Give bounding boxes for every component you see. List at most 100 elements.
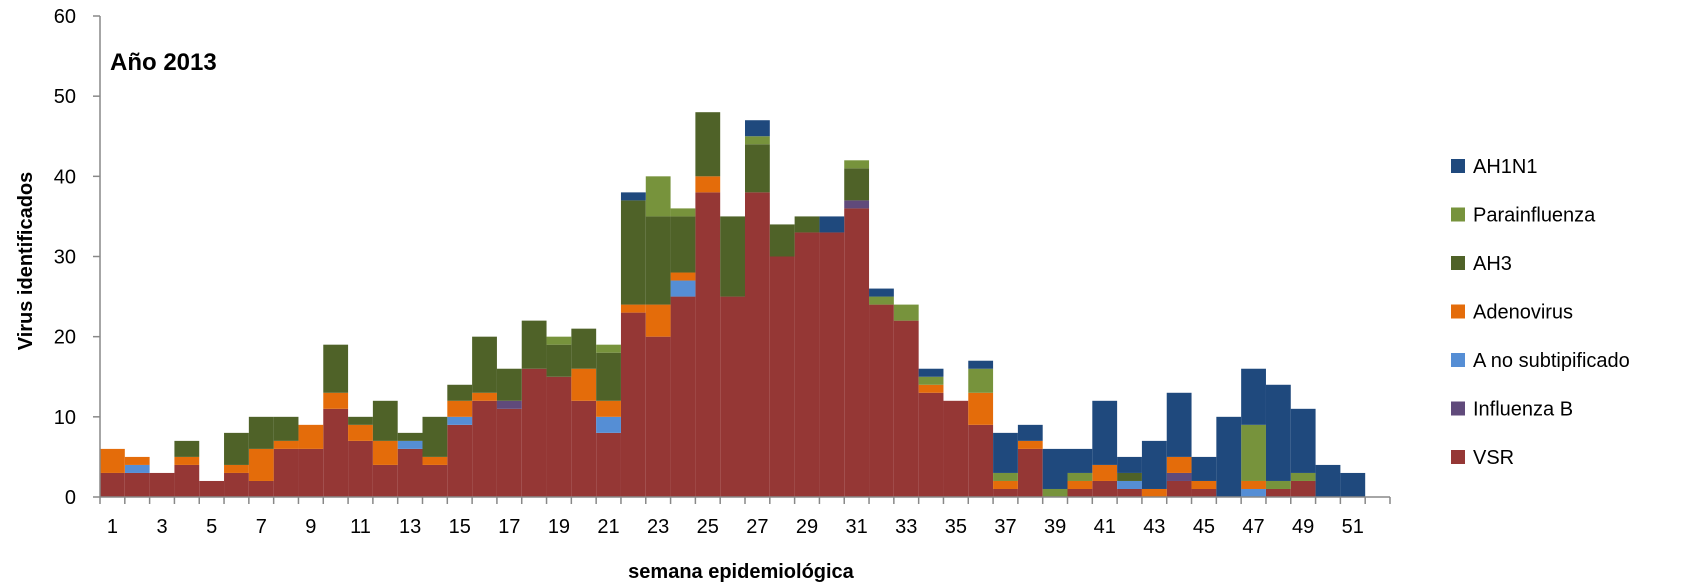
bar-segment [844, 208, 870, 497]
legend-label: Adenovirus [1473, 302, 1573, 324]
bar-segment [819, 216, 845, 233]
bar-segment [745, 144, 770, 193]
bar-segment [893, 304, 919, 321]
bar-segment [224, 432, 249, 465]
bar-segment [546, 376, 572, 497]
bar-segment [397, 448, 423, 497]
bar-segment [1290, 472, 1316, 481]
bar-segment [521, 320, 547, 369]
bars-group [100, 112, 1366, 497]
bar-segment [695, 192, 721, 497]
bar-segment [1117, 456, 1142, 473]
bar-segment [1092, 480, 1118, 497]
legend-label: AH3 [1473, 253, 1512, 275]
bar-segment [844, 168, 870, 201]
bar-segment [670, 296, 696, 497]
bar-segment [993, 488, 1018, 497]
x-tick-label: 37 [994, 516, 1016, 538]
bar-segment [124, 456, 150, 465]
bar-segment [521, 368, 547, 497]
legend-swatch [1451, 304, 1465, 319]
bar-segment [348, 424, 373, 441]
legend-swatch [1451, 401, 1465, 416]
bar-segment [124, 464, 150, 473]
bar-segment [1017, 424, 1043, 441]
x-tick-label: 29 [796, 516, 818, 538]
bar-segment [422, 456, 448, 465]
x-tick-label: 45 [1193, 516, 1215, 538]
bar-segment [1241, 368, 1266, 425]
bar-segment [596, 400, 621, 417]
x-tick-label: 23 [647, 516, 669, 538]
bar-segment [397, 432, 423, 441]
bar-segment [546, 336, 572, 345]
x-tick-label: 21 [597, 516, 619, 538]
bar-segment [447, 384, 473, 401]
legend-label: VSR [1473, 447, 1514, 469]
bar-segment [745, 192, 770, 497]
bar-segment [273, 416, 299, 441]
x-tick-label: 35 [945, 516, 967, 538]
bar-segment [1290, 480, 1316, 497]
bar-segment [893, 320, 919, 497]
bar-segment [323, 344, 349, 393]
bar-segment [620, 304, 646, 313]
bar-segment [943, 400, 969, 497]
bar-segment [248, 416, 274, 449]
bar-segment [447, 424, 473, 497]
bar-segment [1191, 456, 1217, 481]
x-tick-label: 51 [1342, 516, 1364, 538]
bar-segment [1241, 488, 1266, 497]
bar-segment [620, 312, 646, 497]
x-tick-label: 19 [548, 516, 570, 538]
bar-segment [1315, 464, 1341, 497]
y-tick-label: 0 [65, 487, 76, 509]
bar-segment [472, 392, 497, 401]
bar-segment [1117, 472, 1142, 481]
chart-title: Año 2013 [110, 49, 217, 76]
x-tick-label: 49 [1292, 516, 1314, 538]
bar-segment [794, 216, 820, 233]
bar-segment [571, 400, 597, 497]
x-tick-label: 9 [305, 516, 316, 538]
bar-segment [596, 344, 621, 353]
bar-segment [1042, 448, 1068, 489]
x-tick-label: 5 [206, 516, 217, 538]
bar-segment [1166, 392, 1192, 457]
bar-segment [1216, 416, 1242, 497]
y-tick-label: 50 [54, 86, 76, 108]
bar-segment [745, 136, 770, 145]
bar-segment [670, 280, 696, 297]
bar-segment [695, 112, 721, 177]
bar-segment [1241, 424, 1266, 481]
bar-segment [596, 352, 621, 401]
bar-segment [695, 176, 721, 193]
bar-segment [918, 392, 944, 497]
bar-segment [1290, 408, 1316, 473]
bar-segment [596, 416, 621, 433]
x-tick-label: 39 [1044, 516, 1066, 538]
bar-segment [224, 464, 249, 473]
bar-segment [993, 472, 1018, 481]
y-axis-title: Virus identificados [15, 172, 37, 351]
bar-segment [422, 464, 448, 497]
bar-segment [1117, 488, 1142, 497]
bar-segment [447, 400, 473, 417]
bar-segment [1166, 456, 1192, 473]
bar-segment [100, 448, 125, 473]
bar-segment [1141, 488, 1167, 497]
bar-segment [571, 368, 597, 401]
bar-segment [124, 472, 150, 497]
x-tick-label: 13 [399, 516, 421, 538]
bar-segment [1166, 480, 1192, 497]
legend-label: AH1N1 [1473, 156, 1537, 178]
bar-segment [670, 272, 696, 281]
legend: AH1N1 Parainfluenza AH3 Adenovirus A no subt… [1451, 156, 1630, 469]
bar-segment [1265, 480, 1291, 489]
bar-segment [1265, 488, 1291, 497]
x-tick-labels: 1 3 5 7 9 11 13 15 17 19 21 23 25 27 29 31 33 35 37 39 41 43 4… [107, 516, 1364, 538]
bar-segment [1067, 448, 1093, 473]
bar-segment [100, 472, 125, 497]
bar-segment [1092, 464, 1118, 481]
bar-segment [323, 408, 349, 497]
